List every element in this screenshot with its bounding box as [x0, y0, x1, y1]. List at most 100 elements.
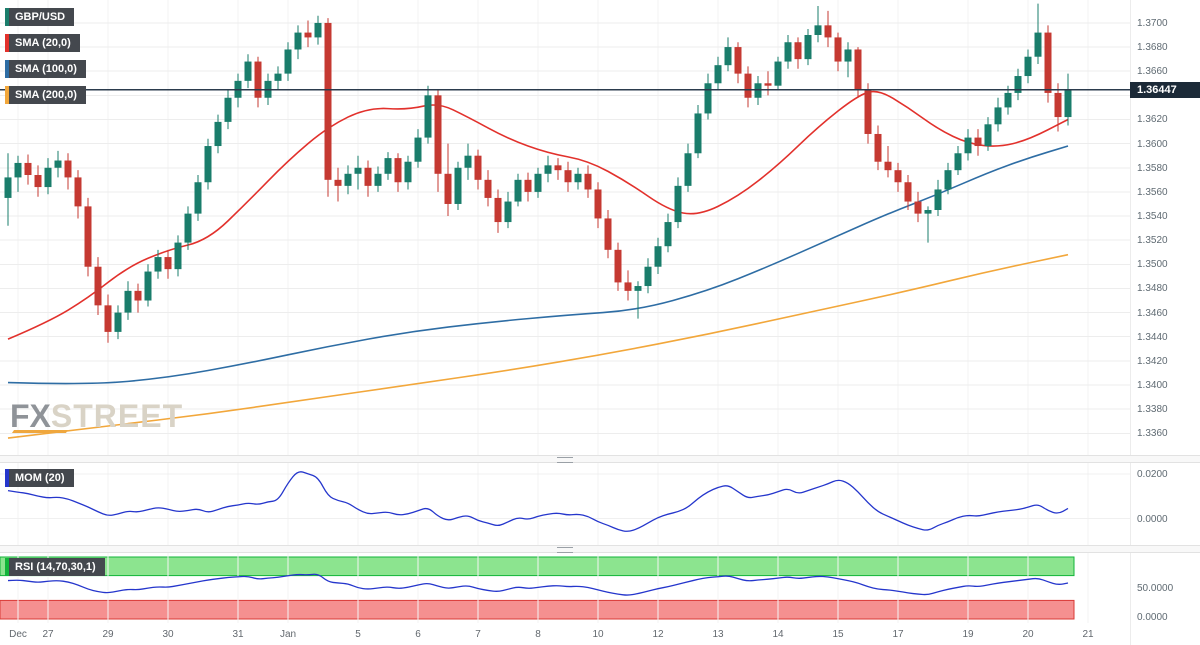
candle[interactable]	[714, 65, 722, 84]
candle[interactable]	[334, 179, 342, 186]
candle[interactable]	[344, 173, 352, 186]
candle[interactable]	[384, 158, 392, 174]
candle[interactable]	[984, 124, 992, 147]
candle[interactable]	[844, 49, 852, 62]
rsi-badge[interactable]: RSI (14,70,30,1)	[5, 558, 105, 576]
candle[interactable]	[84, 206, 92, 267]
candle[interactable]	[764, 83, 772, 86]
candle[interactable]	[794, 42, 802, 60]
candle[interactable]	[404, 161, 412, 183]
rsi-chart[interactable]	[0, 553, 1130, 623]
candle[interactable]	[354, 167, 362, 174]
candle[interactable]	[14, 162, 22, 178]
candle[interactable]	[104, 305, 112, 332]
candle[interactable]	[1044, 32, 1052, 93]
candle[interactable]	[434, 95, 442, 174]
candle[interactable]	[774, 61, 782, 86]
sma20-badge[interactable]: SMA (20,0)	[5, 34, 80, 52]
candle[interactable]	[124, 290, 132, 313]
candle[interactable]	[664, 222, 672, 247]
candle[interactable]	[974, 137, 982, 147]
candle[interactable]	[584, 173, 592, 190]
candle[interactable]	[1014, 76, 1022, 93]
candle[interactable]	[314, 22, 322, 38]
candle[interactable]	[1024, 56, 1032, 77]
candle[interactable]	[424, 95, 432, 138]
price-axis[interactable]	[1130, 0, 1200, 645]
candle[interactable]	[834, 37, 842, 62]
candle[interactable]	[534, 173, 542, 192]
candle[interactable]	[254, 61, 262, 98]
candle[interactable]	[24, 162, 32, 175]
splitter-grip-icon[interactable]	[557, 547, 573, 553]
candle[interactable]	[174, 242, 182, 270]
candle[interactable]	[674, 185, 682, 223]
candle[interactable]	[684, 153, 692, 186]
candle[interactable]	[284, 49, 292, 74]
candle[interactable]	[1034, 32, 1042, 57]
candle[interactable]	[614, 249, 622, 283]
candle[interactable]	[544, 165, 552, 174]
candle[interactable]	[134, 290, 142, 301]
candle[interactable]	[784, 42, 792, 62]
candle[interactable]	[164, 257, 172, 270]
candle[interactable]	[364, 167, 372, 186]
candle[interactable]	[964, 137, 972, 154]
panel-splitter-rsi[interactable]	[0, 545, 1200, 553]
candle[interactable]	[564, 170, 572, 183]
candle[interactable]	[1004, 92, 1012, 108]
candle[interactable]	[214, 121, 222, 147]
candle[interactable]	[524, 179, 532, 192]
candle[interactable]	[814, 25, 822, 35]
candle[interactable]	[114, 312, 122, 332]
candle[interactable]	[184, 213, 192, 243]
candle[interactable]	[894, 170, 902, 183]
candle[interactable]	[294, 32, 302, 50]
candle[interactable]	[474, 155, 482, 180]
candle[interactable]	[154, 257, 162, 272]
candle[interactable]	[514, 179, 522, 202]
momentum-chart[interactable]	[0, 463, 1130, 545]
candle[interactable]	[1054, 92, 1062, 118]
candle[interactable]	[4, 177, 12, 198]
candle[interactable]	[954, 153, 962, 171]
candle[interactable]	[444, 173, 452, 204]
candle[interactable]	[74, 177, 82, 207]
candle[interactable]	[634, 286, 642, 291]
candle[interactable]	[734, 47, 742, 74]
candle[interactable]	[304, 32, 312, 38]
candle[interactable]	[274, 73, 282, 81]
candle[interactable]	[874, 133, 882, 162]
candle[interactable]	[944, 170, 952, 190]
panel-splitter-mom[interactable]	[0, 455, 1200, 463]
candle[interactable]	[224, 97, 232, 122]
candle[interactable]	[694, 113, 702, 154]
candle[interactable]	[604, 218, 612, 250]
candle[interactable]	[994, 107, 1002, 125]
candle[interactable]	[624, 282, 632, 291]
candle[interactable]	[414, 137, 422, 162]
splitter-grip-icon[interactable]	[557, 457, 573, 463]
candle[interactable]	[394, 158, 402, 183]
candle[interactable]	[1064, 89, 1072, 118]
candle[interactable]	[324, 22, 332, 180]
candle[interactable]	[494, 197, 502, 223]
candle[interactable]	[464, 155, 472, 168]
candle[interactable]	[374, 173, 382, 186]
sma200-badge[interactable]: SMA (200,0)	[5, 86, 86, 104]
candle[interactable]	[864, 89, 872, 134]
symbol-badge[interactable]: GBP/USD	[5, 8, 75, 26]
candle[interactable]	[454, 167, 462, 204]
candle[interactable]	[244, 61, 252, 81]
candle[interactable]	[854, 49, 862, 90]
candle[interactable]	[914, 201, 922, 214]
candle[interactable]	[204, 146, 212, 183]
candle[interactable]	[804, 35, 812, 60]
candle[interactable]	[904, 182, 912, 202]
candle[interactable]	[144, 271, 152, 301]
candle[interactable]	[884, 161, 892, 171]
candlestick-chart[interactable]	[0, 0, 1130, 455]
candle[interactable]	[754, 83, 762, 98]
candle[interactable]	[44, 167, 52, 188]
candle[interactable]	[94, 266, 102, 306]
